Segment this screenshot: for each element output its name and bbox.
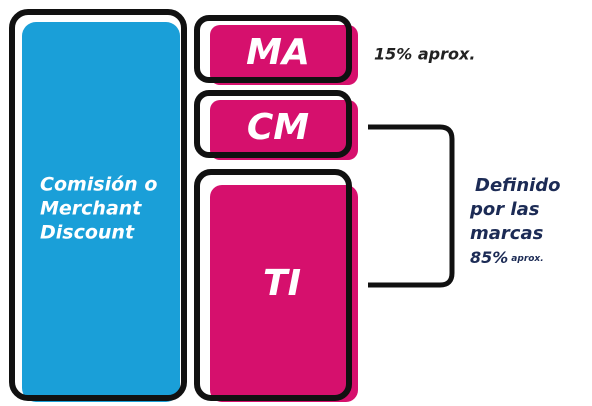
bracket-text: marcas <box>470 223 544 244</box>
suffix: aprox. <box>511 254 543 264</box>
merchant-block <box>22 22 180 402</box>
bracket <box>368 124 455 288</box>
ma-block <box>210 25 358 85</box>
merchant-text: Discount <box>40 222 135 244</box>
merchant-outline <box>9 9 187 401</box>
ti-block <box>210 185 358 402</box>
percent: 85% <box>470 248 508 267</box>
merchant-text: Comisión o <box>40 174 157 196</box>
bracket-text: por las <box>469 199 540 220</box>
bracket-percent: 85% aprox. <box>470 248 544 267</box>
cm-outline <box>194 90 352 158</box>
cm-block <box>210 100 358 160</box>
ti-outline <box>194 169 352 401</box>
ma-outline <box>194 15 352 83</box>
ma-note: 15% aprox. <box>374 45 475 64</box>
ti-label: TI <box>263 263 301 304</box>
merchant-text: Merchant <box>40 198 142 220</box>
cm-label: CM <box>247 107 309 148</box>
bracket-text: Definido <box>475 175 561 196</box>
ma-label: MA <box>246 32 310 73</box>
